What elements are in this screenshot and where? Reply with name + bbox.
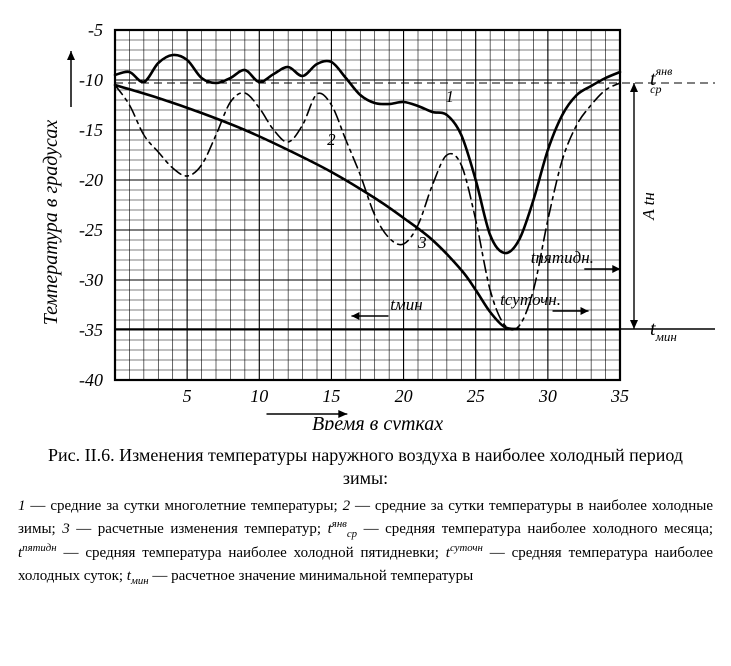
svg-text:35: 35 xyxy=(610,386,629,406)
svg-text:Время в сутках: Время в сутках xyxy=(312,413,443,430)
legend-t-min: расчетное значение минимальной температу… xyxy=(171,568,473,584)
legend-dash: — xyxy=(30,498,45,514)
svg-text:-5: -5 xyxy=(88,20,103,40)
svg-text:1: 1 xyxy=(445,87,454,106)
svg-text:5: 5 xyxy=(183,386,192,406)
figure-number: Рис. II.6. xyxy=(48,445,115,465)
legend-dash: — xyxy=(490,545,505,561)
legend-t-pyat: средняя температура наиболее холодной пя… xyxy=(85,545,439,561)
legend-item-3: расчетные изменения температур; xyxy=(98,521,321,537)
figure: 5 10 15 20 25 30 35 -5 -10 -15 -20 -25 -30 -35 -40 Врем… xyxy=(10,10,721,588)
svg-text:15: 15 xyxy=(322,386,340,406)
svg-text:-20: -20 xyxy=(79,170,103,190)
svg-text:-40: -40 xyxy=(79,370,103,390)
svg-text:-30: -30 xyxy=(79,270,103,290)
svg-text:tсуточн.: tсуточн. xyxy=(500,290,561,309)
legend-item-1: средние за сутки многолетние температуры… xyxy=(50,498,337,514)
svg-text:tмин: tмин xyxy=(390,295,423,314)
svg-text:-35: -35 xyxy=(79,320,103,340)
chart-area: 5 10 15 20 25 30 35 -5 -10 -15 -20 -25 -30 -35 -40 Врем… xyxy=(10,10,721,430)
svg-text:10: 10 xyxy=(250,386,268,406)
svg-text:-10: -10 xyxy=(79,70,103,90)
legend-t-sr: средняя температура наиболее холодного м… xyxy=(385,521,713,537)
figure-title: Изменения температуры наружного воздуха … xyxy=(119,445,683,488)
figure-caption: Рис. II.6. Изменения температуры наружно… xyxy=(34,444,697,489)
svg-text:tпятидн.: tпятидн. xyxy=(531,248,594,267)
svg-text:-15: -15 xyxy=(79,120,103,140)
sym-t-pyat: tпятидн xyxy=(18,545,57,561)
legend-dash: — xyxy=(63,545,78,561)
svg-text:A tн: A tн xyxy=(639,192,658,220)
sym-t-sr: tянвср xyxy=(328,521,357,537)
legend-dash: — xyxy=(76,521,91,537)
sym-t-min: tмин xyxy=(127,568,149,584)
svg-text:Температура в градусах: Температура в градусах xyxy=(40,120,62,326)
svg-text:3: 3 xyxy=(417,233,427,252)
legend-num-1: 1 xyxy=(18,498,26,514)
svg-text:2: 2 xyxy=(327,130,336,149)
svg-text:-25: -25 xyxy=(79,220,103,240)
svg-text:20: 20 xyxy=(395,386,413,406)
svg-text:30: 30 xyxy=(538,386,557,406)
sym-t-sut: tсуточн xyxy=(446,545,483,561)
legend-dash: — xyxy=(364,521,379,537)
legend-num-3: 3 xyxy=(62,521,70,537)
figure-legend: 1 — средние за сутки многолетние темпера… xyxy=(18,495,713,588)
svg-text:25: 25 xyxy=(467,386,485,406)
chart-svg: 5 10 15 20 25 30 35 -5 -10 -15 -20 -25 -30 -35 -40 Врем… xyxy=(10,10,721,430)
legend-dash: — xyxy=(355,498,370,514)
legend-dash: — xyxy=(152,568,167,584)
legend-num-2: 2 xyxy=(343,498,351,514)
